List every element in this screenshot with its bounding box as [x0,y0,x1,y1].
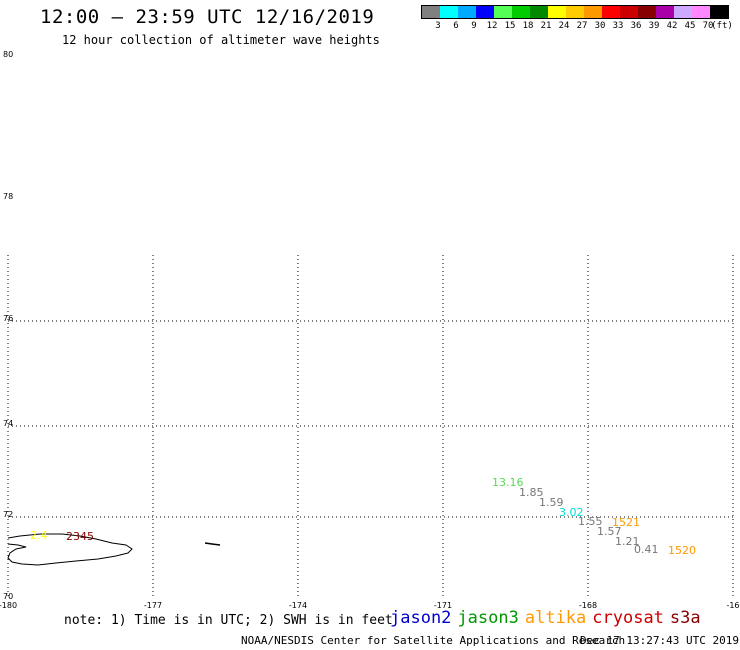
colorbar-tick-label: 24 [558,21,570,31]
colorbar-swatch [494,6,512,18]
colorbar-tick-label: 27 [576,21,588,31]
satellite-legend: jason2 jason3 altika cryosat s3a [390,608,707,628]
colorbar-tick-label: 39 [648,21,660,31]
colorbar-swatch [530,6,548,18]
colorbar-swatch [602,6,620,18]
satellite-legend-s3a: s3a [669,608,701,628]
satellite-legend-jason2: jason2 [390,608,452,628]
colorbar-swatch [440,6,458,18]
colorbar-tick-label: 6 [453,21,459,31]
pass-time-label: 2345 [66,530,94,543]
generated-timestamp: Dec 17 13:27:43 UTC 2019 [580,634,739,647]
latitude-label: 78 [3,192,13,201]
colorbar-swatch [692,6,710,18]
satellite-legend-cryosat: cryosat [592,608,664,628]
colorbar-tick-label: 33 [612,21,624,31]
longitude-label: -16 [726,601,739,610]
latitude-label: 76 [3,314,13,323]
colorbar-swatch [674,6,692,18]
colorbar-tick-label: 36 [630,21,642,31]
coastline-land [7,533,133,566]
colorbar-swatch [710,6,728,18]
lat-lon-grid [7,255,734,599]
colorbar-tick-label: (ft) [711,21,733,31]
wave-height-value: 0.41 [634,543,659,556]
colorbar-swatch [656,6,674,18]
colorbar-swatch [620,6,638,18]
colorbar-tick-label: 21 [540,21,552,31]
wave-height-value: 1.55 [578,515,603,528]
colorbar-swatch [548,6,566,18]
colorbar-tick-labels: 3 6 9 12 15 18 21 24 27 30 33 36 39 42 45 70 (ft) [421,21,739,33]
colorbar-tick-label: 42 [666,21,678,31]
colorbar-tick-label: 30 [594,21,606,31]
pass-time-label: 1520 [668,544,696,557]
colorbar-tick-label: 3 [435,21,441,31]
axis-labels: 80 78 76 74 72 70-180 -177 -174 -171 -168 -16 [0,50,740,610]
footer-note: note: 1) Time is in UTC; 2) SWH is in fe… [64,613,393,628]
wave-height-value: 3.02 [559,506,584,519]
longitude-label: -177 [144,601,162,610]
colorbar-swatch [638,6,656,18]
wave-height-value: 1.59 [539,496,564,509]
wave-height-value: 1.85 [519,486,544,499]
page-title: 12:00 – 23:59 UTC 12/16/2019 [40,6,375,28]
colorbar-swatch [422,6,440,18]
colorbar-swatch [566,6,584,18]
colorbar-tick-label: 9 [471,21,477,31]
satellite-legend-altika: altika [524,608,587,628]
wave-height-value: 1.21 [615,535,640,548]
longitude-label: -174 [289,601,307,610]
pass-time-label: 1521 [612,516,640,529]
colorbar-tick-label: 12 [486,21,498,31]
colorbar-tick-label: 18 [522,21,534,31]
coastline [7,533,221,566]
colorbar-swatch [458,6,476,18]
longitude-label: -180 [0,601,17,610]
latitude-label: 72 [3,510,13,519]
coastline-islet [204,542,221,546]
colorbar-swatch [584,6,602,18]
wave-height-observations: 13.161.851.593.021.551.571.210.41 2.4 1521… [30,476,696,557]
latitude-label: 74 [3,419,13,428]
colorbar-swatch [512,6,530,18]
wave-height-value: 1.57 [597,525,622,538]
credit-line: NOAA/NESDIS Center for Satellite Applica… [241,634,626,647]
wave-height-colorbar [421,5,729,19]
colorbar-tick-label: 45 [684,21,696,31]
longitude-label: -168 [579,601,597,610]
colorbar-tick-label: 15 [504,21,516,31]
longitude-label: -171 [434,601,452,610]
colorbar-swatch [476,6,494,18]
latitude-label: 70 [3,592,13,601]
wave-height-value: 2.4 [30,529,48,542]
page-subtitle: 12 hour collection of altimeter wave hei… [62,33,380,47]
colorbar-tick-label: 70 [702,21,714,31]
latitude-label: 80 [3,50,13,59]
satellite-legend-jason3: jason3 [457,608,519,628]
wave-height-value: 13.16 [492,476,524,489]
